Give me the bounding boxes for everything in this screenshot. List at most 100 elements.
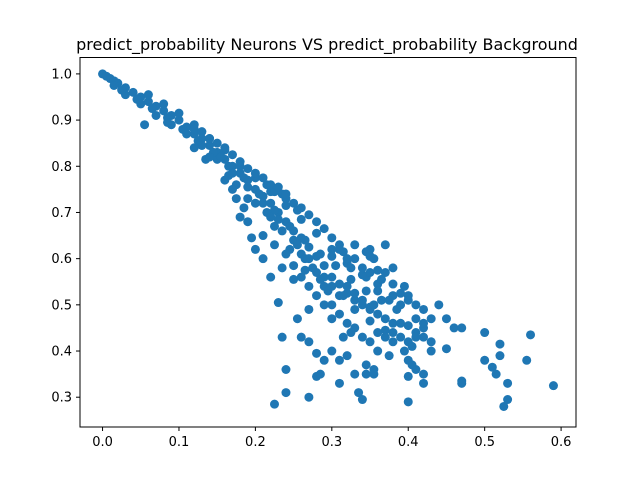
data-point — [548, 381, 558, 391]
data-point — [373, 265, 383, 275]
data-point — [407, 341, 417, 351]
y-tick-label: 1.0 — [51, 67, 72, 82]
y-tick-label: 0.9 — [51, 114, 72, 129]
data-point — [396, 318, 406, 328]
data-point — [419, 318, 429, 328]
data-point — [266, 198, 276, 208]
data-point — [151, 110, 161, 120]
data-point — [273, 214, 283, 224]
y-tick-label: 0.3 — [51, 391, 72, 406]
data-point — [319, 355, 329, 365]
data-point — [350, 240, 360, 250]
data-point — [342, 318, 352, 328]
data-point — [411, 314, 421, 324]
data-point — [304, 242, 314, 252]
data-point — [285, 221, 295, 231]
data-point — [235, 157, 245, 167]
data-point — [281, 365, 291, 374]
data-point — [292, 314, 302, 324]
data-point — [419, 304, 429, 314]
data-point — [178, 124, 188, 134]
chart-title: predict_probability Neurons VS predict_p… — [76, 35, 578, 55]
data-point — [319, 261, 329, 271]
x-tick-label: 0.5 — [474, 435, 495, 450]
data-point — [419, 369, 429, 379]
data-point — [346, 263, 356, 273]
data-point — [380, 332, 390, 342]
data-point — [289, 198, 299, 208]
data-point — [399, 281, 409, 291]
data-point — [143, 90, 153, 100]
x-tick-label: 0.3 — [321, 435, 342, 450]
data-point — [327, 233, 337, 243]
data-point — [304, 337, 314, 347]
data-point — [189, 124, 199, 134]
data-point — [411, 332, 421, 342]
data-point — [503, 378, 513, 388]
data-point — [312, 268, 322, 277]
data-point — [258, 198, 268, 208]
y-tick-label: 0.5 — [51, 298, 72, 313]
data-point — [243, 217, 253, 227]
data-point — [193, 136, 203, 146]
data-point — [296, 332, 306, 342]
data-point — [419, 332, 429, 342]
data-point — [495, 351, 505, 361]
data-point — [270, 221, 279, 231]
plot-frame — [79, 57, 577, 428]
y-tick-label: 0.8 — [51, 160, 72, 175]
data-point — [388, 328, 398, 338]
data-point — [296, 272, 306, 282]
data-point — [491, 369, 501, 379]
data-point — [396, 288, 406, 298]
data-point — [300, 265, 310, 275]
data-point — [266, 180, 276, 190]
data-point — [227, 184, 237, 194]
x-axis: 0.0 0.1 0.2 0.3 0.4 0.5 0.6 — [92, 427, 571, 450]
data-point — [266, 272, 276, 282]
data-point — [312, 291, 322, 301]
data-point — [342, 254, 352, 264]
data-point — [342, 351, 352, 361]
data-point — [361, 369, 371, 379]
data-point — [380, 314, 390, 324]
data-point — [354, 388, 364, 398]
data-point — [304, 210, 314, 220]
data-point — [227, 150, 237, 160]
data-point — [250, 168, 260, 178]
data-point — [140, 120, 150, 130]
data-point — [403, 295, 413, 305]
data-point — [304, 304, 314, 314]
data-point — [281, 249, 291, 259]
data-point — [384, 351, 394, 361]
data-point — [373, 286, 383, 296]
data-point — [377, 295, 386, 305]
data-point — [403, 371, 413, 381]
data-point — [250, 244, 260, 254]
data-point — [159, 106, 169, 116]
data-point — [377, 274, 386, 284]
data-point — [205, 134, 215, 144]
data-point — [373, 309, 383, 319]
data-point — [342, 281, 352, 291]
data-point — [247, 233, 257, 243]
data-point — [334, 309, 344, 319]
data-point — [159, 99, 169, 109]
data-point — [174, 108, 184, 118]
x-tick-label: 0.0 — [92, 435, 113, 450]
data-point — [327, 346, 337, 356]
data-point — [174, 115, 184, 125]
data-point — [403, 397, 413, 407]
data-point — [426, 337, 436, 347]
data-point — [357, 395, 367, 405]
data-point — [373, 346, 383, 356]
data-point — [426, 314, 436, 324]
data-point — [503, 395, 513, 405]
data-point — [396, 332, 406, 342]
data-point — [132, 94, 142, 104]
data-point — [495, 339, 505, 349]
data-point — [441, 314, 451, 324]
data-point — [224, 161, 234, 171]
x-tick-label: 0.2 — [245, 435, 266, 450]
data-point — [258, 254, 268, 264]
